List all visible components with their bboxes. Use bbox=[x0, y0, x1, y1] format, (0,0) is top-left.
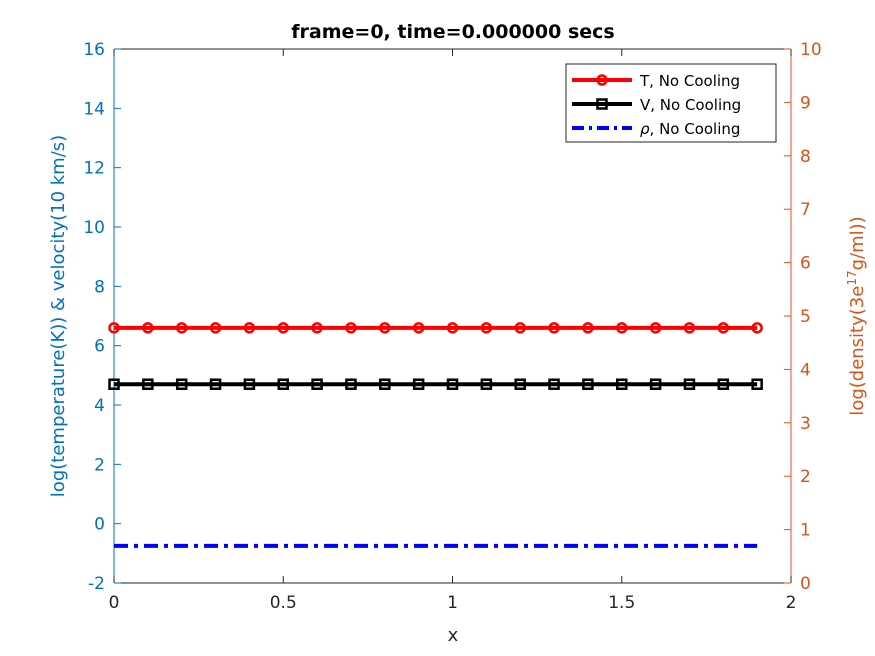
legend-marker-temperature bbox=[596, 74, 608, 86]
point-velocity bbox=[175, 378, 188, 390]
y-right-tick-label: 4 bbox=[800, 360, 811, 380]
y-right-tick-label: 6 bbox=[800, 254, 811, 274]
point-temperature bbox=[548, 322, 560, 334]
point-temperature bbox=[108, 322, 120, 334]
y-right-tick-label: 1 bbox=[800, 521, 811, 541]
point-temperature bbox=[582, 322, 594, 334]
legend-entry-temperature: T, No Cooling bbox=[572, 72, 740, 90]
point-temperature bbox=[480, 322, 493, 334]
point-temperature bbox=[683, 322, 696, 334]
legend-label-density-rest: , No Cooling bbox=[650, 120, 741, 138]
legend-label-density: ρ, No Cooling bbox=[640, 120, 740, 138]
y-right-tick-label: 8 bbox=[800, 147, 811, 167]
point-velocity bbox=[412, 378, 425, 390]
y-right-tick-label: 9 bbox=[800, 93, 811, 113]
legend-label-temperature: T, No Cooling bbox=[639, 72, 740, 90]
x-tick-label: 1 bbox=[447, 593, 458, 613]
point-temperature bbox=[277, 322, 289, 334]
y-left-tick-label: 10 bbox=[83, 218, 105, 238]
point-temperature bbox=[175, 322, 188, 334]
y-left-tick-label: 6 bbox=[94, 337, 105, 357]
x-tick-label: 2 bbox=[786, 593, 797, 613]
y-axis-left-label: log(temperature(K)) & velocity(10 km/s) bbox=[48, 135, 69, 497]
point-temperature bbox=[446, 322, 459, 334]
point-velocity bbox=[717, 378, 730, 390]
point-temperature bbox=[717, 322, 730, 334]
point-velocity bbox=[345, 378, 357, 390]
point-velocity bbox=[108, 378, 120, 390]
point-velocity bbox=[277, 378, 289, 390]
point-velocity bbox=[683, 378, 696, 390]
point-velocity bbox=[379, 378, 391, 390]
point-velocity bbox=[142, 378, 154, 390]
point-temperature bbox=[412, 322, 425, 334]
y-axis-right-label-tail: g/ml)) bbox=[847, 216, 868, 270]
legend-marker-velocity bbox=[596, 98, 608, 110]
legend: T, No Cooling V, No Cooling ρ, No Coolin… bbox=[565, 63, 777, 143]
point-velocity bbox=[616, 378, 628, 390]
point-temperature bbox=[142, 322, 154, 334]
legend-label-density-symbol: ρ bbox=[640, 120, 650, 138]
point-velocity bbox=[548, 378, 560, 390]
x-axis-label: x bbox=[448, 625, 459, 646]
y-right-tick-label: 3 bbox=[800, 414, 811, 434]
y-axis-right-label: log(density(3e17g/ml)) bbox=[845, 216, 868, 415]
point-temperature bbox=[209, 322, 222, 334]
point-temperature bbox=[616, 322, 628, 334]
x-tick-label: 1.5 bbox=[608, 593, 635, 613]
point-temperature bbox=[345, 322, 357, 334]
y-right-tick-label: 10 bbox=[800, 40, 822, 60]
y-left-tick-label: 14 bbox=[83, 99, 105, 119]
point-temperature bbox=[311, 322, 323, 334]
point-velocity bbox=[209, 378, 222, 390]
y-right-tick-label: 0 bbox=[800, 574, 811, 594]
y-left-tick-label: 4 bbox=[94, 396, 105, 416]
chart-title: frame=0, time=0.000000 secs bbox=[291, 21, 614, 43]
series-layer bbox=[108, 322, 763, 548]
y-left-tick-label: 0 bbox=[94, 515, 105, 535]
point-temperature bbox=[649, 322, 662, 334]
y-axis-right-label-sup: 17 bbox=[845, 270, 859, 285]
y-right-tick-label: 5 bbox=[800, 307, 811, 327]
y-left-tick-label: 12 bbox=[83, 159, 105, 179]
y-left-tick-label: 2 bbox=[94, 455, 105, 475]
point-velocity bbox=[751, 378, 763, 390]
point-velocity bbox=[514, 378, 526, 390]
point-temperature bbox=[243, 322, 256, 334]
y-right-tick-label: 2 bbox=[800, 467, 811, 487]
point-temperature bbox=[514, 322, 526, 334]
point-velocity bbox=[649, 378, 662, 390]
legend-entry-density: ρ, No Cooling bbox=[572, 120, 740, 138]
point-velocity bbox=[311, 378, 323, 390]
point-velocity bbox=[480, 378, 493, 390]
point-temperature bbox=[379, 322, 391, 334]
x-tick-label: 0.5 bbox=[270, 593, 297, 613]
x-tick-label: 0 bbox=[109, 593, 120, 613]
point-velocity bbox=[446, 378, 459, 390]
point-velocity bbox=[243, 378, 256, 390]
y-left-tick-label: -2 bbox=[88, 574, 105, 594]
y-right-tick-label: 7 bbox=[800, 200, 811, 220]
legend-entry-velocity: V, No Cooling bbox=[572, 96, 741, 114]
y-left-tick-label: 8 bbox=[94, 277, 105, 297]
legend-label-velocity: V, No Cooling bbox=[640, 96, 741, 114]
point-temperature bbox=[751, 322, 763, 334]
y-axis-right-label-base: log(density(3e bbox=[847, 286, 868, 416]
y-left-tick-label: 16 bbox=[83, 40, 105, 60]
point-velocity bbox=[582, 378, 594, 390]
